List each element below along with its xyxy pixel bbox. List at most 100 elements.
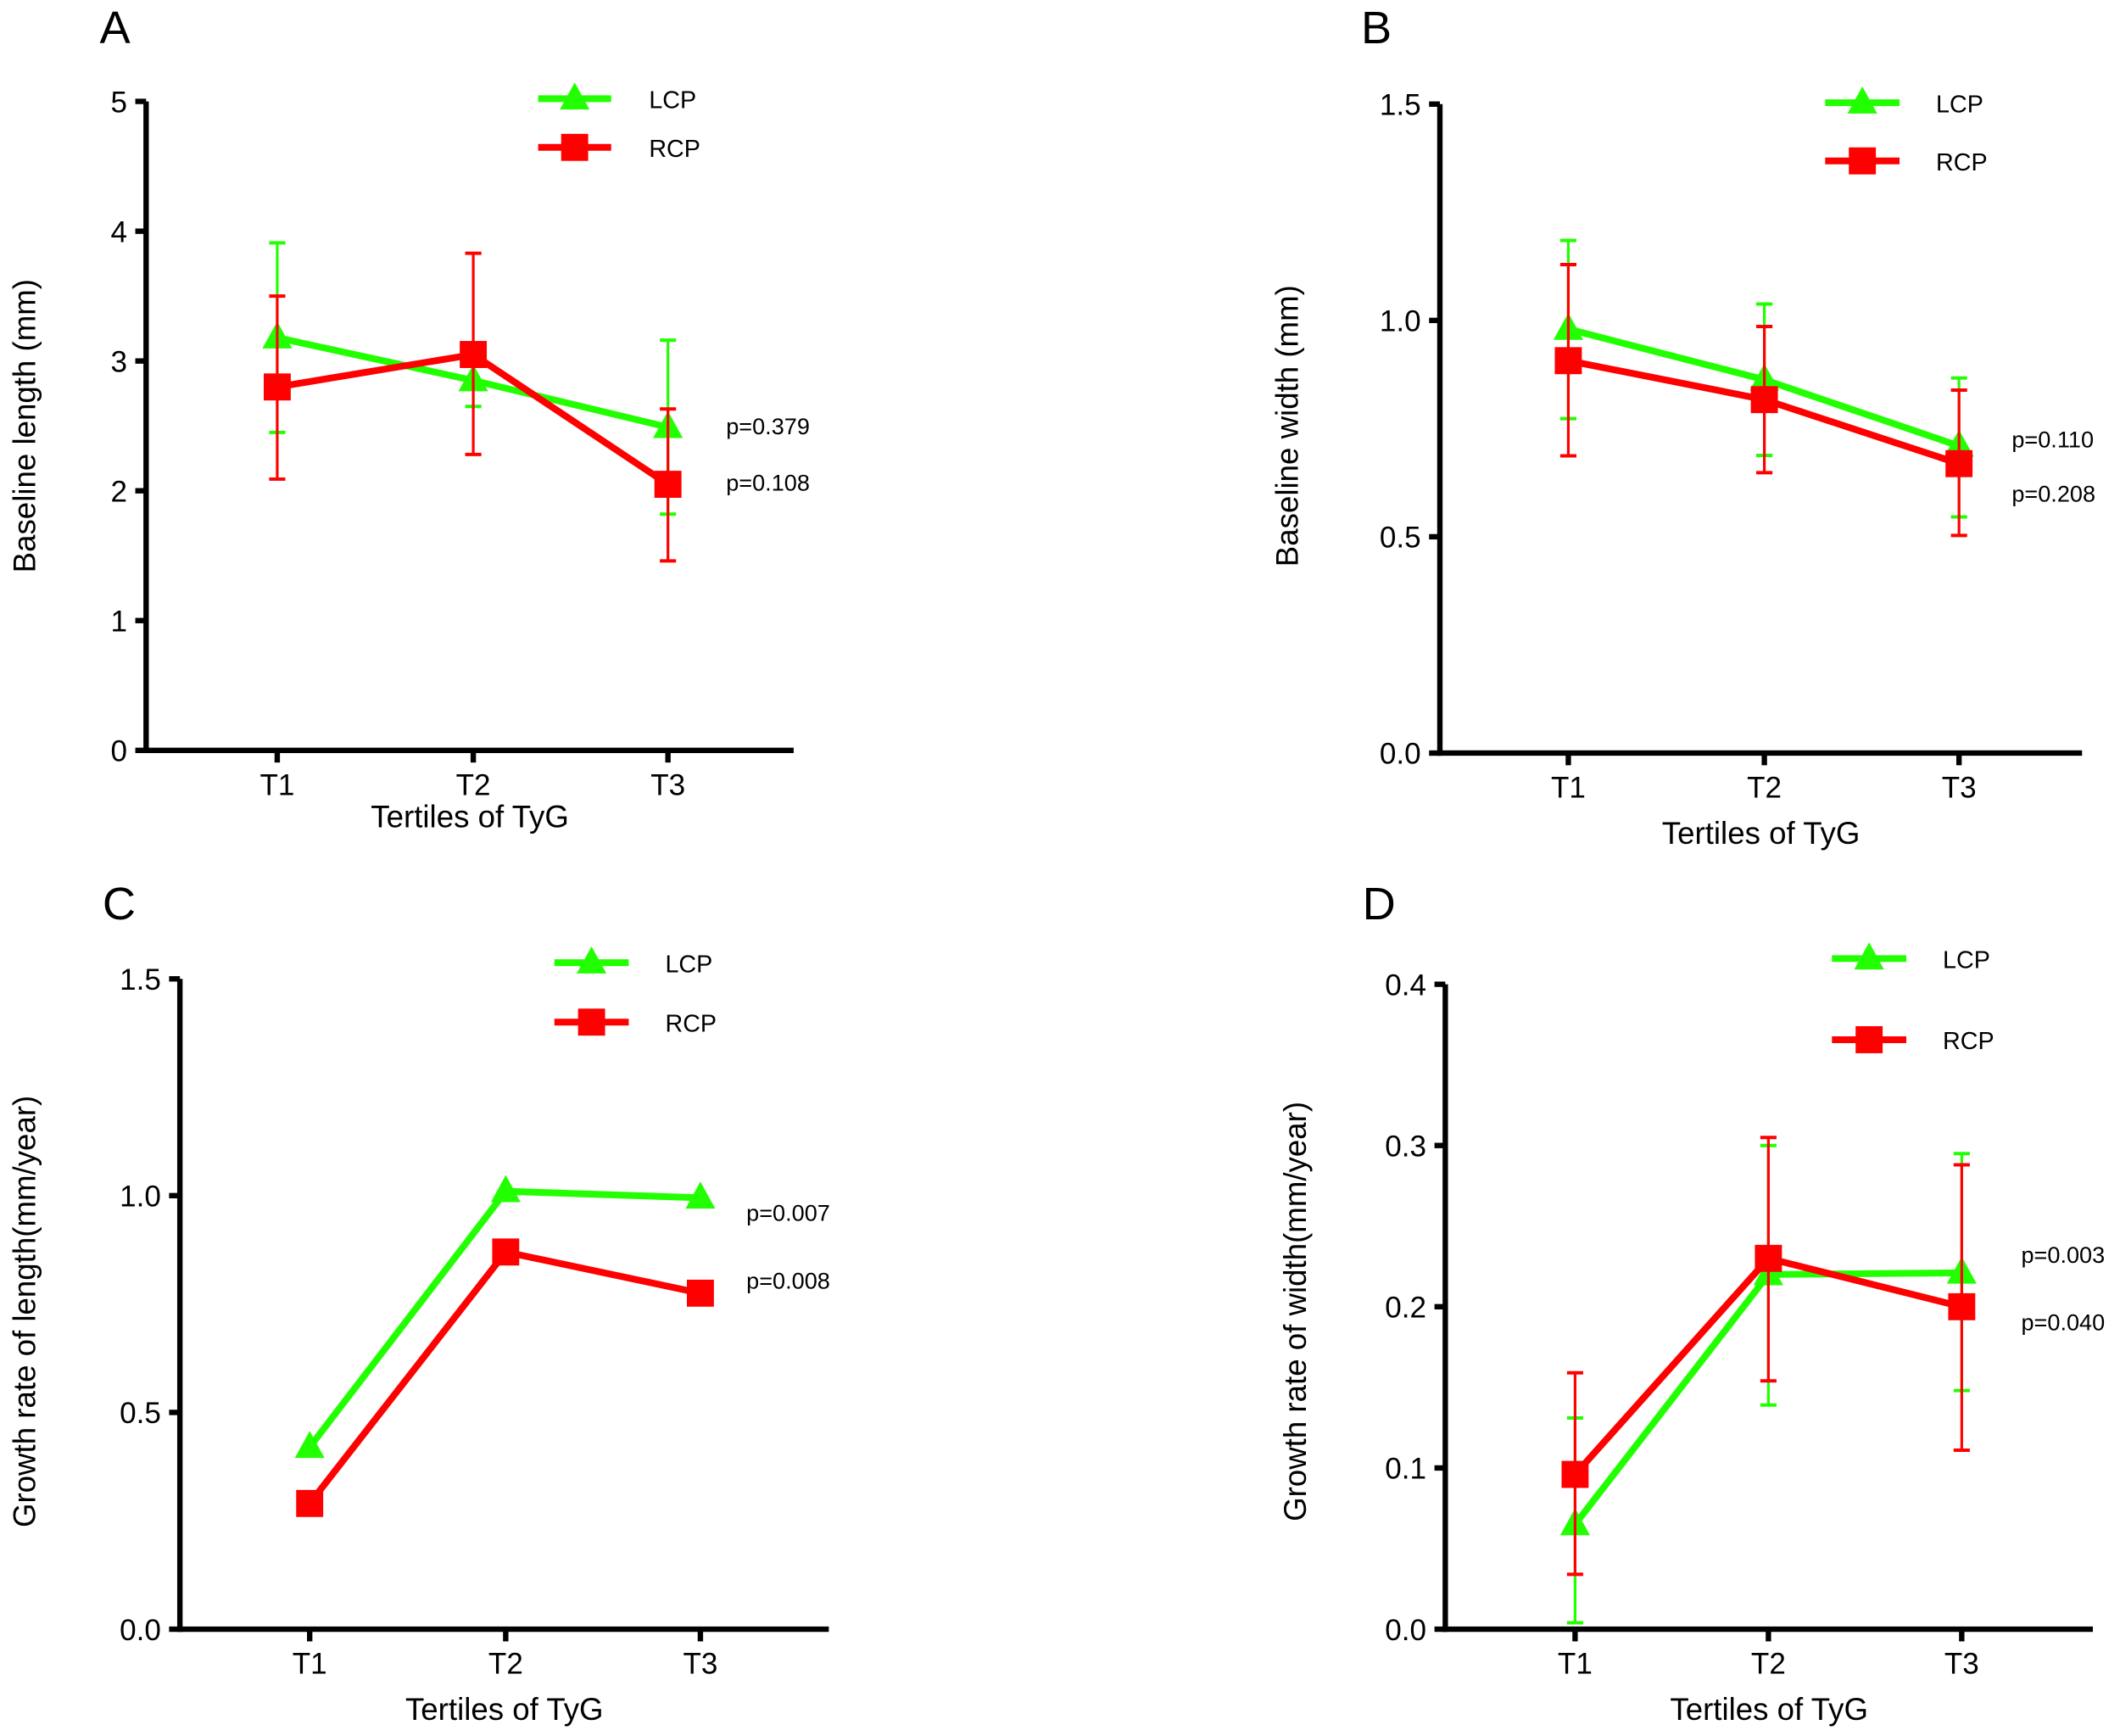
y-tick-label: 4 <box>110 215 127 248</box>
legend-marker <box>561 133 589 161</box>
y-tick-label: 5 <box>110 86 127 119</box>
legend-marker <box>1854 942 1884 970</box>
legend-item-lcp: LCP <box>1825 87 1983 118</box>
series-lcp <box>294 1175 716 1459</box>
x-axis-label: Tertiles of TyG <box>1662 816 1861 851</box>
p-value: p=0.379 <box>726 413 810 439</box>
legend-marker <box>577 1008 605 1036</box>
y-tick-label: 0.5 <box>1380 522 1421 555</box>
y-tick-label: 0 <box>110 735 127 768</box>
data-point <box>490 1175 521 1203</box>
data-point <box>492 1238 520 1266</box>
x-tick-label: T2 <box>1747 772 1782 805</box>
x-tick-label: T1 <box>293 1648 327 1681</box>
x-tick-label: T3 <box>1942 772 1977 805</box>
legend-label: LCP <box>1936 91 1983 118</box>
y-axis-label: Growth rate of width(mm/year) <box>1278 1102 1313 1521</box>
panel-a: A 0 1 2 3 4 5 T1 T2 T3 Tertiles of TyG Baseline len… <box>8 3 810 835</box>
legend-label: RCP <box>649 136 700 163</box>
x-tick-label: T2 <box>456 768 491 801</box>
x-tick-label: T1 <box>1551 772 1586 805</box>
legend-item-lcp: LCP <box>1832 942 1990 974</box>
legend-item-rcp: RCP <box>1832 1026 1994 1055</box>
series-line <box>307 1248 701 1506</box>
legend-item-rcp: RCP <box>538 133 700 163</box>
data-point <box>296 1489 324 1517</box>
y-tick-label: 0.0 <box>120 1614 161 1647</box>
y-axis-label: Growth rate of length(mm/year) <box>8 1096 42 1527</box>
panel-letter: C <box>103 879 136 929</box>
y-tick-label: 0.2 <box>1385 1292 1426 1325</box>
data-point <box>1948 1292 1976 1320</box>
legend-marker <box>560 82 590 110</box>
p-value: p=0.208 <box>2011 480 2095 506</box>
data-point <box>1945 449 1973 477</box>
panel-c: C 0.0 0.5 1.0 1.5 T1 T2 T3 Tertiles of TyG Growth… <box>8 879 830 1727</box>
p-value: p=0.003 <box>2022 1242 2106 1268</box>
series-rcp <box>263 251 682 563</box>
y-tick-label: 2 <box>110 475 127 508</box>
legend-label: RCP <box>665 1010 717 1037</box>
x-tick-label: T2 <box>1751 1648 1786 1681</box>
x-tick-label: T1 <box>259 768 294 801</box>
panel-d: D 0.0 0.1 0.2 0.3 0.4 T1 T2 T3 Tertiles of TyG Gro… <box>1278 879 2105 1727</box>
y-tick-label: 0.4 <box>1385 968 1426 1002</box>
legend-item-rcp: RCP <box>1825 147 1988 176</box>
legend-marker <box>577 946 607 974</box>
legend-marker <box>1849 147 1877 175</box>
x-axis-label: Tertiles of TyG <box>405 1692 604 1727</box>
legend-label: RCP <box>1943 1028 1994 1055</box>
x-tick-label: T1 <box>1558 1648 1593 1681</box>
y-axis-label: Baseline length (mm) <box>8 279 42 572</box>
x-axis-label: Tertiles of TyG <box>371 800 569 835</box>
legend-marker <box>1855 1026 1883 1053</box>
p-value: p=0.008 <box>746 1267 830 1293</box>
y-tick-label: 1.0 <box>120 1181 161 1214</box>
y-axis-label: Baseline width (mm) <box>1270 285 1305 567</box>
series-line <box>307 1187 701 1449</box>
x-tick-label: T3 <box>683 1648 717 1681</box>
legend-item-lcp: LCP <box>554 946 712 978</box>
legend-label: LCP <box>1943 946 1990 974</box>
y-tick-label: 1.5 <box>120 963 161 996</box>
legend-item-lcp: LCP <box>538 82 696 114</box>
p-value: p=0.108 <box>726 470 810 496</box>
data-point <box>685 1181 716 1209</box>
series-rcp <box>296 1238 714 1517</box>
legend-label: LCP <box>649 87 696 114</box>
data-point <box>460 341 488 368</box>
y-tick-label: 1 <box>110 606 127 639</box>
y-tick-label: 3 <box>110 345 127 378</box>
legend-marker <box>1847 87 1877 114</box>
panel-letter: D <box>1363 879 1396 929</box>
panel-b: B 0.0 0.5 1.0 1.5 T1 T2 T3 Tertiles of TyG Baseli… <box>1270 3 2095 851</box>
y-tick-label: 0.0 <box>1385 1614 1426 1647</box>
legend-item-rcp: RCP <box>554 1008 717 1037</box>
data-point <box>1561 1460 1589 1488</box>
x-tick-label: T2 <box>488 1648 523 1681</box>
data-point <box>1554 347 1582 375</box>
x-axis-label: Tertiles of TyG <box>1670 1692 1868 1727</box>
x-tick-label: T3 <box>1944 1648 1979 1681</box>
panel-letter: A <box>100 3 131 53</box>
series-rcp <box>1561 1136 1976 1577</box>
data-point <box>263 373 291 401</box>
y-tick-label: 1.5 <box>1380 89 1421 122</box>
data-point <box>686 1279 714 1307</box>
data-point <box>294 1431 325 1459</box>
x-tick-label: T3 <box>650 768 685 801</box>
p-value: p=0.110 <box>2011 427 2094 453</box>
data-point <box>1755 1244 1782 1272</box>
p-value: p=0.040 <box>2022 1309 2106 1336</box>
y-tick-label: 0.1 <box>1385 1453 1426 1486</box>
legend-label: LCP <box>665 951 712 978</box>
y-tick-label: 0.5 <box>120 1397 161 1430</box>
legend-label: RCP <box>1936 149 1988 176</box>
p-value: p=0.007 <box>746 1200 830 1226</box>
y-tick-label: 0.3 <box>1385 1130 1426 1163</box>
series-rcp <box>1554 263 1973 538</box>
panel-letter: B <box>1361 3 1392 53</box>
data-point <box>1750 386 1778 414</box>
y-tick-label: 1.0 <box>1380 305 1421 338</box>
